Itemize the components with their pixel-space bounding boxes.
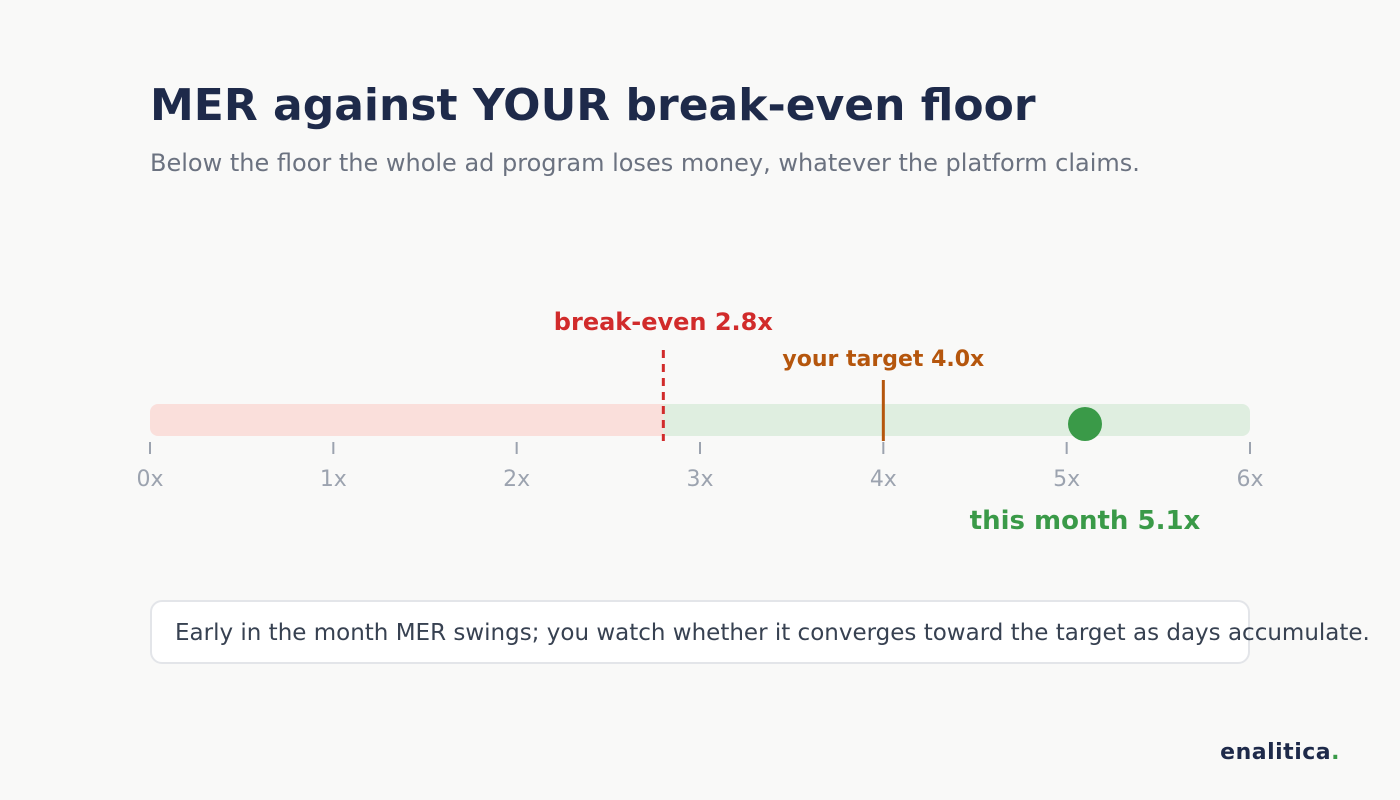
axis-tick-label: 3x [686,467,713,492]
brand-dot: . [1331,740,1340,765]
axis-tick-label: 0x [136,467,163,492]
page-title: MER against YOUR break-even floor [150,80,1036,131]
current-value-marker [1068,407,1102,441]
brand-name: enalitica [1220,740,1332,765]
zone-loss [150,404,664,436]
break-even-label: break-even 2.8x [554,308,774,336]
zone-profit [663,404,1250,436]
axis-tick-label: 5x [1053,467,1080,492]
note-box: Early in the month MER swings; you watch… [150,600,1370,664]
note-text: Early in the month MER swings; you watch… [175,620,1370,646]
page-subtitle: Below the floor the whole ad program los… [150,149,1140,177]
axis-tick-label: 1x [320,467,347,492]
axis-tick-label: 4x [870,467,897,492]
target-label: your target 4.0x [782,347,984,372]
axis-tick-label: 2x [503,467,530,492]
axis-tick-label: 6x [1236,467,1263,492]
brand-logo: enalitica. [1220,740,1340,765]
current-value-label: this month 5.1x [970,506,1201,536]
